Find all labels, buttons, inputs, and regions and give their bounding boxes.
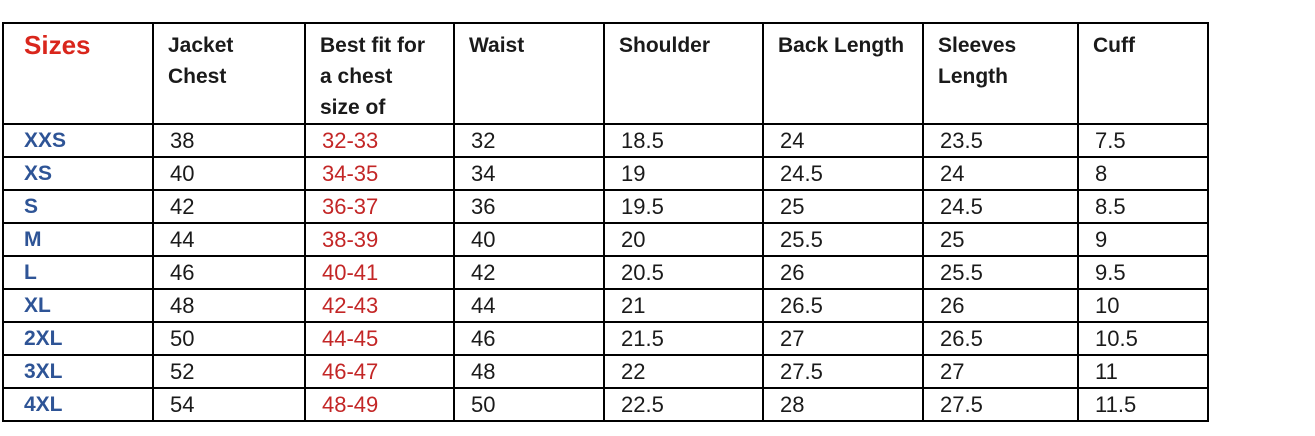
cell-jacket-chest: 42: [152, 189, 306, 224]
col-header-sizes: Sizes: [2, 22, 154, 125]
cell-size: XS: [2, 156, 154, 191]
cell-back-length: 27: [762, 321, 924, 356]
cell-waist: 48: [453, 354, 605, 389]
cell-sleeves-length: 25.5: [922, 255, 1079, 290]
cell-best-fit: 38-39: [304, 222, 455, 257]
col-header-back-length: Back Length: [762, 22, 924, 125]
cell-jacket-chest: 50: [152, 321, 306, 356]
cell-back-length: 25: [762, 189, 924, 224]
cell-shoulder: 19: [603, 156, 764, 191]
table-header: Sizes Jacket Chest Best fit for a chest …: [2, 22, 1209, 125]
cell-size: 3XL: [2, 354, 154, 389]
cell-back-length: 26: [762, 255, 924, 290]
cell-shoulder: 20.5: [603, 255, 764, 290]
cell-jacket-chest: 54: [152, 387, 306, 422]
cell-waist: 40: [453, 222, 605, 257]
cell-size: XXS: [2, 123, 154, 158]
cell-waist: 36: [453, 189, 605, 224]
table-row: M 44 38-39 40 20 25.5 25 9: [2, 222, 1209, 257]
cell-waist: 32: [453, 123, 605, 158]
cell-shoulder: 21: [603, 288, 764, 323]
cell-shoulder: 21.5: [603, 321, 764, 356]
size-chart-table: Sizes Jacket Chest Best fit for a chest …: [2, 22, 1209, 422]
table-row: XS 40 34-35 34 19 24.5 24 8: [2, 156, 1209, 191]
cell-jacket-chest: 52: [152, 354, 306, 389]
table-row: 4XL 54 48-49 50 22.5 28 27.5 11.5: [2, 387, 1209, 422]
cell-best-fit: 46-47: [304, 354, 455, 389]
table-row: 2XL 50 44-45 46 21.5 27 26.5 10.5: [2, 321, 1209, 356]
cell-jacket-chest: 44: [152, 222, 306, 257]
table-row: XXS 38 32-33 32 18.5 24 23.5 7.5: [2, 123, 1209, 158]
cell-best-fit: 34-35: [304, 156, 455, 191]
cell-size: M: [2, 222, 154, 257]
cell-cuff: 9.5: [1077, 255, 1209, 290]
cell-best-fit: 40-41: [304, 255, 455, 290]
cell-sleeves-length: 25: [922, 222, 1079, 257]
cell-waist: 34: [453, 156, 605, 191]
table-row: 3XL 52 46-47 48 22 27.5 27 11: [2, 354, 1209, 389]
col-header-cuff: Cuff: [1077, 22, 1209, 125]
cell-best-fit: 48-49: [304, 387, 455, 422]
cell-jacket-chest: 48: [152, 288, 306, 323]
col-header-jacket-chest: Jacket Chest: [152, 22, 306, 125]
cell-best-fit: 32-33: [304, 123, 455, 158]
cell-jacket-chest: 38: [152, 123, 306, 158]
cell-size: XL: [2, 288, 154, 323]
cell-shoulder: 19.5: [603, 189, 764, 224]
cell-best-fit: 36-37: [304, 189, 455, 224]
table-row: XL 48 42-43 44 21 26.5 26 10: [2, 288, 1209, 323]
cell-sleeves-length: 24.5: [922, 189, 1079, 224]
header-row: Sizes Jacket Chest Best fit for a chest …: [2, 22, 1209, 125]
cell-back-length: 24: [762, 123, 924, 158]
col-header-waist: Waist: [453, 22, 605, 125]
cell-jacket-chest: 40: [152, 156, 306, 191]
cell-shoulder: 22: [603, 354, 764, 389]
cell-sleeves-length: 27: [922, 354, 1079, 389]
cell-sleeves-length: 27.5: [922, 387, 1079, 422]
cell-size: 2XL: [2, 321, 154, 356]
cell-back-length: 25.5: [762, 222, 924, 257]
cell-cuff: 11: [1077, 354, 1209, 389]
cell-cuff: 8.5: [1077, 189, 1209, 224]
table-body: XXS 38 32-33 32 18.5 24 23.5 7.5 XS 40 3…: [2, 123, 1209, 422]
cell-back-length: 26.5: [762, 288, 924, 323]
cell-waist: 50: [453, 387, 605, 422]
cell-cuff: 8: [1077, 156, 1209, 191]
cell-cuff: 11.5: [1077, 387, 1209, 422]
cell-waist: 42: [453, 255, 605, 290]
cell-back-length: 28: [762, 387, 924, 422]
cell-sleeves-length: 26: [922, 288, 1079, 323]
cell-shoulder: 20: [603, 222, 764, 257]
col-header-sleeves-length: Sleeves Length: [922, 22, 1079, 125]
cell-back-length: 27.5: [762, 354, 924, 389]
table-row: S 42 36-37 36 19.5 25 24.5 8.5: [2, 189, 1209, 224]
cell-waist: 44: [453, 288, 605, 323]
cell-size: 4XL: [2, 387, 154, 422]
cell-sleeves-length: 24: [922, 156, 1079, 191]
cell-jacket-chest: 46: [152, 255, 306, 290]
cell-sleeves-length: 23.5: [922, 123, 1079, 158]
cell-shoulder: 22.5: [603, 387, 764, 422]
table-row: L 46 40-41 42 20.5 26 25.5 9.5: [2, 255, 1209, 290]
cell-sleeves-length: 26.5: [922, 321, 1079, 356]
cell-cuff: 10: [1077, 288, 1209, 323]
cell-waist: 46: [453, 321, 605, 356]
cell-size: L: [2, 255, 154, 290]
cell-shoulder: 18.5: [603, 123, 764, 158]
cell-cuff: 10.5: [1077, 321, 1209, 356]
cell-best-fit: 44-45: [304, 321, 455, 356]
cell-back-length: 24.5: [762, 156, 924, 191]
cell-cuff: 9: [1077, 222, 1209, 257]
col-header-shoulder: Shoulder: [603, 22, 764, 125]
cell-best-fit: 42-43: [304, 288, 455, 323]
cell-cuff: 7.5: [1077, 123, 1209, 158]
cell-size: S: [2, 189, 154, 224]
col-header-best-fit: Best fit for a chest size of: [304, 22, 455, 125]
